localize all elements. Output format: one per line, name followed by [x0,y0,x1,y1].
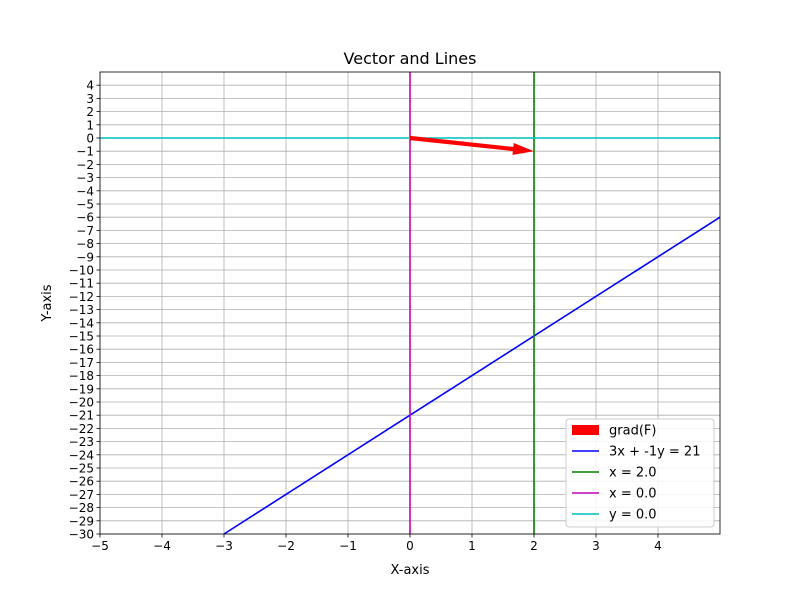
y-tick-label: 2 [86,105,94,119]
x-tick-label: 1 [468,539,476,553]
y-tick-label: −11 [69,277,94,291]
y-tick-label: −7 [76,224,94,238]
x-tick-label: 4 [654,539,662,553]
y-tick-label: −30 [69,528,94,542]
y-tick-label: −2 [76,158,94,172]
y-tick-label: −21 [69,409,94,423]
legend-label: 3x + -1y = 21 [609,445,700,460]
y-tick-label: −28 [69,501,94,515]
y-tick-label: −23 [69,435,94,449]
legend-label: y = 0.0 [609,508,657,523]
y-tick-label: −1 [76,145,94,159]
y-tick-label: −20 [69,396,94,410]
x-tick-label: −3 [215,539,233,553]
y-tick-label: −17 [69,356,94,370]
x-tick-label: 3 [592,539,600,553]
y-tick-label: −10 [69,264,94,278]
y-tick-label: 4 [86,79,94,93]
y-tick-label: 0 [86,132,94,146]
x-tick-label: 0 [406,539,414,553]
y-tick-label: −14 [69,316,94,330]
y-tick-label: −16 [69,343,94,357]
y-tick-label: −3 [76,171,94,185]
y-tick-label: −15 [69,330,94,344]
x-tick-label: −5 [91,539,109,553]
chart-title: Vector and Lines [344,49,477,68]
y-tick-label: −9 [76,250,94,264]
legend-swatch [572,425,599,435]
series-layer [100,72,721,535]
x-tick-label: −4 [153,539,171,553]
axes: −5 −4 −3 −2 −1 0 1 2 3 443210−1−2−3−4−5−6−7−8−9−1… [69,71,721,553]
y-tick-label: −4 [76,184,94,198]
y-tick-label: −18 [69,369,94,383]
vector-arrow [409,135,534,155]
y-tick-label: −19 [69,382,94,396]
y-tick-label: −29 [69,514,94,528]
legend-label: x = 0.0 [609,487,657,502]
y-tick-label: −5 [76,198,94,212]
x-axis-label: X-axis [391,563,430,578]
series-line [223,216,721,535]
x-tick-label: −2 [277,539,295,553]
x-tick-label: −1 [339,539,357,553]
legend-box [565,418,715,528]
y-tick-label: −27 [69,488,94,502]
y-tick-label: −13 [69,303,94,317]
y-tick-label: −8 [76,237,94,251]
plot-frame [99,71,721,535]
y-tick-label: −12 [69,290,94,304]
y-tick-label: 1 [86,118,94,132]
y-tick-label: −24 [69,448,94,462]
legend-label: grad(F) [609,424,656,439]
legend-label: x = 2.0 [609,466,657,481]
x-tick-label: 2 [530,539,538,553]
y-axis-label: Y-axis [40,284,55,322]
y-tick-label: −26 [69,475,94,489]
legend: grad(F) 3x + -1y = 21 x = 2.0 x = 0.0 y = 0.… [565,418,715,528]
y-tick-label: −22 [69,422,94,436]
y-tick-label: −6 [76,211,94,225]
y-tick-label: 3 [86,92,94,106]
y-tick-label: −25 [69,462,94,476]
